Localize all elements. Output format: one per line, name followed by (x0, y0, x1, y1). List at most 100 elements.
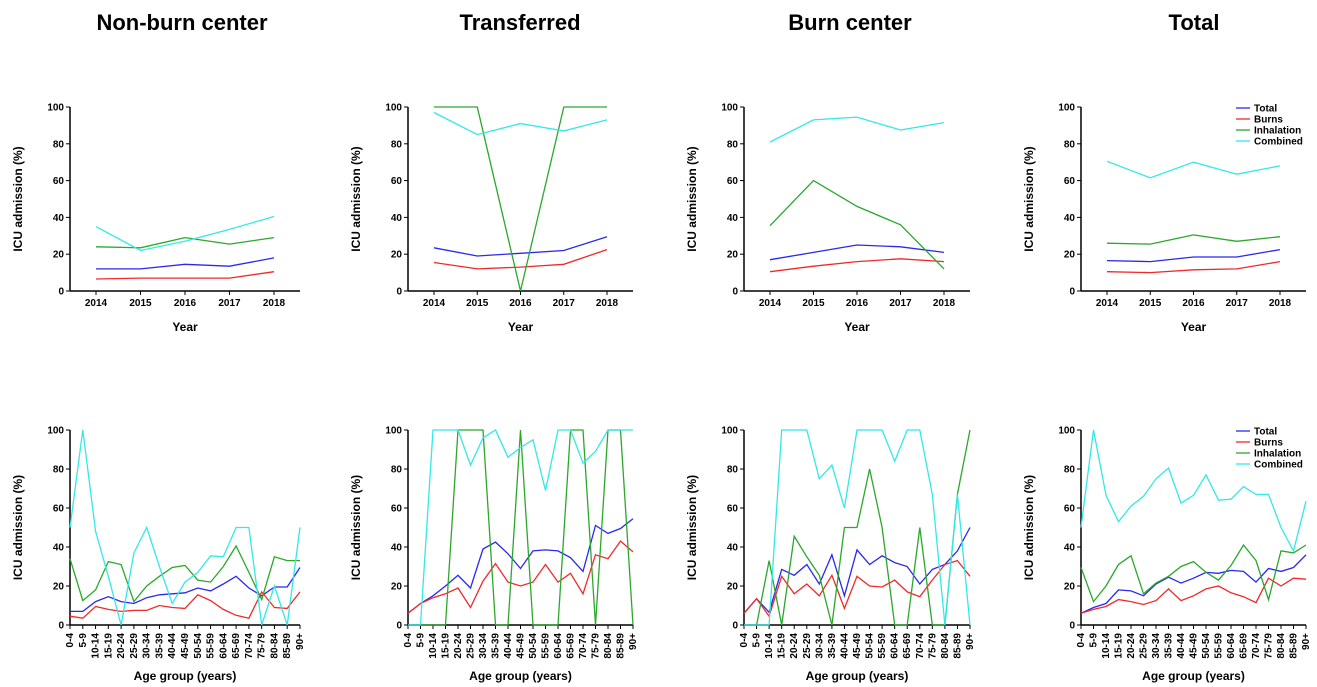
series-line-total (1106, 248, 1281, 263)
y-tick-label: 60 (727, 176, 739, 187)
x-tick-label: 70-74 (578, 633, 589, 659)
x-tick-label: 0-4 (739, 633, 750, 648)
x-tick-label: 50-54 (865, 633, 876, 659)
x-tick-label: 45-49 (180, 633, 191, 659)
x-tick-label: 0-4 (1076, 633, 1087, 648)
x-tick-label: 2017 (218, 298, 241, 309)
x-tick-label: 2016 (509, 298, 532, 309)
x-tick-label: 65-69 (902, 633, 913, 659)
x-tick-label: 15-19 (1114, 633, 1125, 659)
x-tick-label: 60-64 (1226, 633, 1237, 659)
y-tick-label: 60 (1064, 176, 1076, 187)
x-tick-label: 5-9 (78, 633, 89, 648)
legend-entry: Combined (1254, 137, 1303, 148)
y-tick-label: 60 (53, 504, 65, 515)
chart-panel: 0 20 40 60 80 100 0-4 5-9 10-14 15-19 20-24 25-29 30… (685, 426, 976, 684)
y-tick-label: 20 (1064, 582, 1076, 593)
y-axis-label: ICU admission (%) (349, 475, 363, 580)
y-tick-label: 20 (727, 250, 739, 261)
y-tick-label: 40 (53, 213, 65, 224)
x-tick-label: 50-54 (528, 633, 539, 659)
y-tick-label: 20 (53, 250, 65, 261)
x-tick-label: 25-29 (466, 633, 477, 659)
series-line-burns (95, 271, 275, 280)
x-tick-label: 50-54 (1201, 633, 1212, 659)
y-tick-label: 40 (391, 213, 403, 224)
series-line-inhalation (408, 429, 634, 626)
x-tick-label: 2017 (553, 298, 576, 309)
y-tick-label: 100 (47, 103, 64, 114)
x-axis-label: Year (1181, 320, 1207, 334)
chart-grid: 0 20 40 60 80 100 2014 2015 2016 2017 2018 ICU admi… (11, 103, 1312, 684)
column-title: Total (1169, 10, 1220, 35)
x-tick-label: 80-84 (269, 633, 280, 659)
chart-panel: 0 20 40 60 80 100 0-4 5-9 10-14 15-19 20-24 25-29 30… (349, 426, 639, 684)
y-tick-label: 60 (53, 176, 65, 187)
x-tick-label: 55-59 (541, 633, 552, 659)
series-line-combined (744, 429, 971, 626)
x-tick-label: 30-34 (142, 633, 153, 659)
x-tick-label: 15-19 (441, 633, 452, 659)
y-tick-label: 40 (727, 543, 739, 554)
legend-entry: Inhalation (1254, 449, 1301, 460)
x-tick-label: 90+ (628, 633, 639, 650)
y-tick-label: 0 (732, 621, 738, 632)
x-tick-label: 10-14 (428, 633, 439, 659)
y-axis-label: ICU admission (%) (11, 475, 25, 580)
y-tick-label: 80 (391, 465, 403, 476)
x-axis-label: Age group (years) (469, 669, 572, 683)
x-tick-label: 45-49 (852, 633, 863, 659)
y-tick-label: 0 (1069, 287, 1075, 298)
y-tick-label: 20 (727, 582, 739, 593)
x-tick-label: 85-89 (952, 633, 963, 659)
x-tick-label: 65-69 (1239, 633, 1250, 659)
x-tick-label: 45-49 (516, 633, 527, 659)
series-line-total (433, 236, 608, 257)
y-tick-label: 100 (385, 103, 402, 114)
y-tick-label: 100 (721, 426, 738, 437)
y-tick-label: 0 (396, 621, 402, 632)
x-tick-label: 90+ (295, 633, 306, 650)
x-tick-label: 40-44 (839, 633, 850, 659)
x-tick-label: 2014 (423, 298, 446, 309)
y-tick-label: 80 (53, 139, 65, 150)
y-tick-label: 0 (58, 287, 64, 298)
x-axis-label: Age group (years) (134, 669, 237, 683)
x-tick-label: 75-79 (591, 633, 602, 659)
series-line-combined (1080, 429, 1307, 553)
y-tick-label: 60 (727, 504, 739, 515)
y-tick-label: 40 (1064, 543, 1076, 554)
x-tick-label: 2014 (1096, 298, 1119, 309)
x-tick-label: 25-29 (1139, 633, 1150, 659)
y-tick-label: 80 (53, 465, 65, 476)
x-tick-label: 15-19 (777, 633, 788, 659)
x-tick-label: 2014 (759, 298, 782, 309)
x-tick-label: 20-24 (453, 633, 464, 659)
legend-entry: Burns (1254, 115, 1283, 126)
x-tick-label: 35-39 (1164, 633, 1175, 659)
x-tick-label: 10-14 (91, 633, 102, 659)
y-tick-label: 100 (47, 426, 64, 437)
y-tick-label: 0 (732, 287, 738, 298)
x-tick-label: 40-44 (167, 633, 178, 659)
x-tick-label: 45-49 (1189, 633, 1200, 659)
x-tick-label: 2015 (129, 298, 152, 309)
series-line-total (96, 257, 275, 270)
x-axis-label: Age group (years) (806, 669, 909, 683)
y-tick-label: 0 (58, 621, 64, 632)
series-line-combined (769, 116, 945, 143)
x-tick-label: 90+ (1301, 633, 1312, 650)
y-tick-label: 40 (727, 213, 739, 224)
x-axis-label: Age group (years) (1142, 669, 1245, 683)
x-tick-label: 15-19 (103, 633, 114, 659)
y-axis-label: ICU admission (%) (685, 146, 699, 251)
series-line-burns (1106, 260, 1281, 274)
x-tick-label: 60-64 (553, 633, 564, 659)
y-axis-label: ICU admission (%) (1022, 475, 1036, 580)
x-tick-label: 80-84 (1276, 633, 1287, 659)
series-line-inhalation (769, 179, 945, 270)
x-tick-label: 2018 (1269, 298, 1292, 309)
y-tick-label: 80 (1064, 139, 1076, 150)
x-tick-label: 55-59 (877, 633, 888, 659)
y-tick-label: 40 (391, 543, 403, 554)
